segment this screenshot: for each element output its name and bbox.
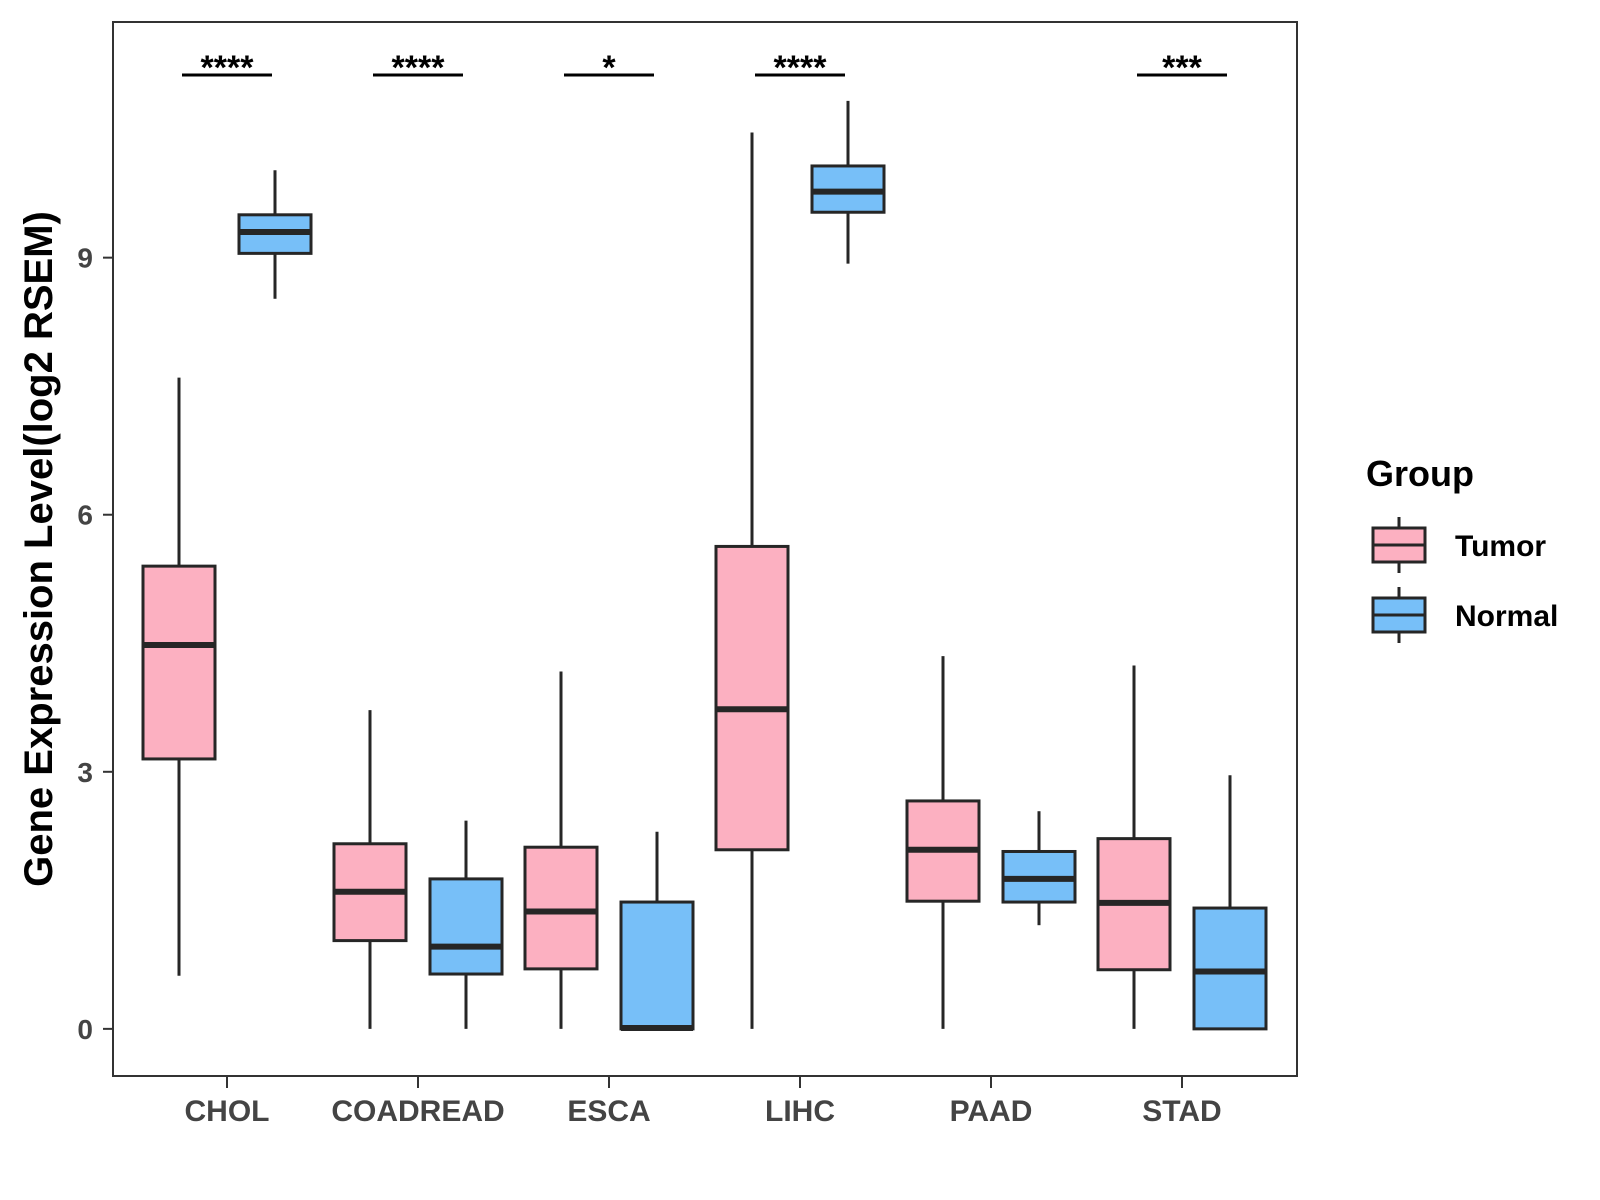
significance-annotations: **** **** * **** *** xyxy=(182,49,1227,87)
significance-label: * xyxy=(602,49,616,87)
box-normal-lihc xyxy=(810,100,886,264)
legend-label: Tumor xyxy=(1455,530,1546,563)
y-axis-label: Gene Expression Level(log2 RSEM) xyxy=(17,211,61,887)
significance-coadread: **** xyxy=(373,49,463,87)
box-body xyxy=(141,564,217,761)
legend-item-normal: Normal xyxy=(1371,587,1558,643)
boxes-layer xyxy=(141,100,1268,1032)
box-body xyxy=(523,845,599,971)
box-normal-stad xyxy=(1192,775,1268,1031)
box-body xyxy=(714,544,790,852)
y-tick-label: 6 xyxy=(77,500,93,531)
legend-item-tumor: Tumor xyxy=(1371,517,1546,573)
box-tumor-esca xyxy=(523,671,599,1029)
significance-label: **** xyxy=(392,49,446,87)
box-normal-esca xyxy=(619,831,695,1032)
significance-label: **** xyxy=(201,49,255,87)
x-tick-label-coadread: COADREAD xyxy=(331,1095,504,1128)
box-body xyxy=(619,900,695,1031)
x-tick-label-stad: STAD xyxy=(1142,1095,1221,1128)
box-tumor-paad xyxy=(905,656,981,1029)
box-tumor-coadread xyxy=(332,710,408,1029)
box-normal-chol xyxy=(237,170,313,299)
y-tick-label: 3 xyxy=(77,757,93,788)
x-tick-label-paad: PAAD xyxy=(950,1095,1033,1128)
significance-lihc: **** xyxy=(755,49,845,87)
significance-esca: * xyxy=(564,49,654,87)
y-tick-label: 0 xyxy=(77,1014,93,1045)
legend: Group Tumor Normal xyxy=(1366,453,1558,643)
x-tick-label-lihc: LIHC xyxy=(765,1095,835,1128)
legend-label: Normal xyxy=(1455,600,1558,633)
y-tick-label: 9 xyxy=(77,243,93,274)
significance-label: *** xyxy=(1162,49,1202,87)
significance-chol: **** xyxy=(182,49,272,87)
box-tumor-chol xyxy=(141,377,217,976)
significance-stad: *** xyxy=(1137,49,1227,87)
legend-items: Tumor Normal xyxy=(1371,517,1558,643)
significance-label: **** xyxy=(774,49,828,87)
box-tumor-lihc xyxy=(714,132,790,1029)
plot-panel xyxy=(112,21,1298,1077)
box-tumor-stad xyxy=(1096,665,1172,1029)
box-normal-coadread xyxy=(428,820,504,1029)
legend-title: Group xyxy=(1366,453,1474,494)
box-normal-paad xyxy=(1001,811,1077,926)
axes-layer: 0 3 6 9 CHOL COADREAD ESCA LIHC PAAD STAD xyxy=(77,243,1221,1128)
x-tick-label-esca: ESCA xyxy=(567,1095,650,1128)
box-body xyxy=(428,877,504,976)
x-tick-label-chol: CHOL xyxy=(185,1095,270,1128)
